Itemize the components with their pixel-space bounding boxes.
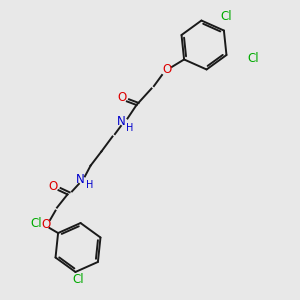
Text: O: O <box>49 180 58 193</box>
Text: H: H <box>126 123 134 133</box>
Text: Cl: Cl <box>248 52 259 65</box>
Text: Cl: Cl <box>31 217 42 230</box>
Text: N: N <box>117 115 126 128</box>
Text: O: O <box>163 63 172 76</box>
Text: H: H <box>86 180 93 190</box>
Text: O: O <box>117 91 126 104</box>
Text: Cl: Cl <box>221 10 232 23</box>
Text: Cl: Cl <box>73 273 84 286</box>
Text: N: N <box>76 173 85 186</box>
Text: O: O <box>42 218 51 231</box>
